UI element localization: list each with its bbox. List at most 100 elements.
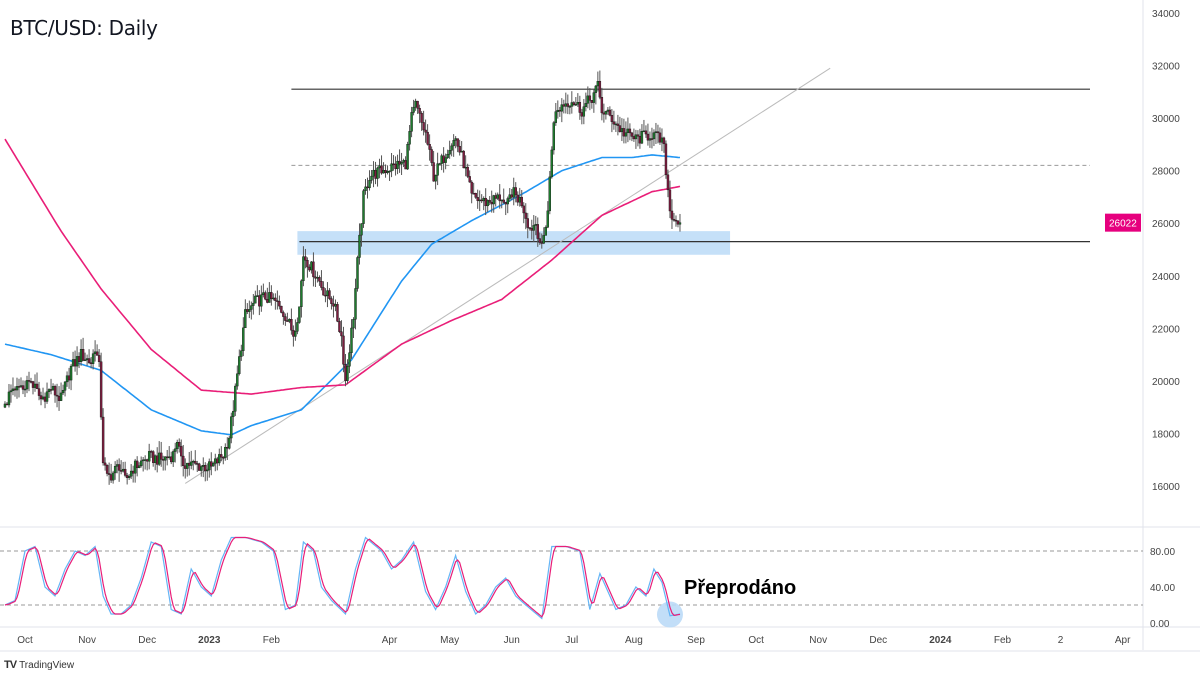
candle-up (408, 131, 411, 145)
candle-up (23, 388, 27, 391)
time-tick-label: Jul (565, 635, 578, 646)
candle-up (660, 137, 664, 143)
candle-down (101, 416, 105, 464)
candle-down (644, 130, 648, 135)
candle-up (242, 327, 245, 351)
candle-down (117, 464, 121, 471)
candle-down (458, 145, 461, 153)
candle-up (296, 322, 299, 332)
candle-up (51, 386, 55, 391)
candle-down (384, 170, 387, 174)
candle-up (143, 459, 147, 461)
candle-down (598, 81, 602, 98)
ma-slow-line (4, 138, 681, 395)
stoch-tick-label: 40.00 (1150, 583, 1175, 594)
candle-down (616, 123, 620, 126)
candle-up (288, 319, 291, 322)
candle-down (198, 463, 201, 471)
candle-down (145, 459, 149, 462)
candle-up (444, 157, 447, 163)
candle-down (57, 395, 61, 401)
candle-up (626, 128, 630, 133)
candle-up (224, 447, 227, 458)
candle-down (107, 473, 111, 475)
support-zone-layer (297, 231, 731, 255)
candle-up (63, 381, 67, 391)
candle-down (105, 465, 109, 474)
candle-up (482, 198, 485, 202)
candle-down (566, 103, 570, 107)
candle-down (280, 305, 283, 313)
candle-up (11, 388, 15, 391)
candle-up (390, 163, 393, 172)
candle-down (49, 389, 53, 391)
trendline (184, 67, 831, 484)
candle-down (314, 276, 317, 279)
candle-down (526, 218, 529, 228)
candle-up (75, 356, 79, 367)
candle-down (336, 304, 339, 322)
candle-down (222, 457, 225, 459)
candle-down (109, 474, 113, 481)
candle-down (135, 460, 139, 468)
time-tick-label: 2 (1058, 635, 1064, 646)
candle-down (73, 359, 77, 367)
candle-up (256, 295, 259, 297)
candle-up (596, 81, 600, 87)
candle-down (658, 132, 662, 143)
time-axis[interactable]: Oct Nov Dec 2023 Feb Apr May Jun Jul Aug Sep Oct Nov… (17, 635, 1131, 646)
candle-down (490, 201, 493, 205)
candle-up (460, 150, 463, 153)
price-axis[interactable]: 80.00 40.00 0.00 34000 32000 30000 28000 26000 2… (1105, 9, 1180, 630)
candle-up (550, 149, 553, 178)
candle-up (372, 169, 375, 177)
candle-up (25, 380, 29, 390)
candle-down (374, 169, 377, 179)
candle-up (334, 304, 337, 307)
candle-down (470, 181, 473, 194)
oversold-annotation: Přeprodáno (684, 577, 796, 599)
candle-down (43, 396, 47, 402)
candle-up (186, 462, 189, 469)
candle-up (582, 106, 586, 117)
candle-up (153, 455, 157, 463)
candle-up (386, 171, 389, 174)
candle-up (556, 109, 559, 112)
candle-up (508, 194, 511, 199)
candle-up (232, 411, 235, 417)
candle-down (162, 459, 165, 461)
candle-down (170, 456, 173, 463)
candle-up (678, 222, 682, 225)
candle-down (131, 470, 135, 474)
candle-down (562, 104, 566, 107)
chart-title: BTC/USD: Daily (10, 16, 158, 40)
candle-down (610, 115, 614, 122)
time-tick-label: Dec (869, 635, 887, 646)
candle-up (434, 175, 437, 182)
candle-up (71, 359, 75, 367)
candle-up (368, 180, 371, 189)
moving-averages-layer (4, 138, 681, 436)
candle-up (230, 416, 233, 439)
price-tick-label: 16000 (1152, 482, 1180, 493)
candle-up (634, 134, 638, 140)
time-tick-label: Feb (994, 635, 1012, 646)
candle-up (574, 103, 578, 106)
candle-up (113, 466, 117, 474)
candle-up (594, 85, 598, 93)
candle-down (330, 298, 333, 304)
candle-up (624, 132, 628, 137)
candle-down (484, 198, 487, 207)
candle-down (344, 364, 347, 381)
candle-down (416, 100, 419, 109)
candle-up (358, 234, 361, 258)
candle-down (155, 455, 159, 465)
candle-up (348, 352, 351, 367)
chart-frame (0, 0, 1200, 652)
stoch-tick-label: 80.00 (1150, 547, 1175, 558)
candle-up (364, 186, 367, 192)
candle-up (214, 458, 217, 464)
candle-down (612, 121, 616, 125)
candle-up (414, 100, 417, 108)
